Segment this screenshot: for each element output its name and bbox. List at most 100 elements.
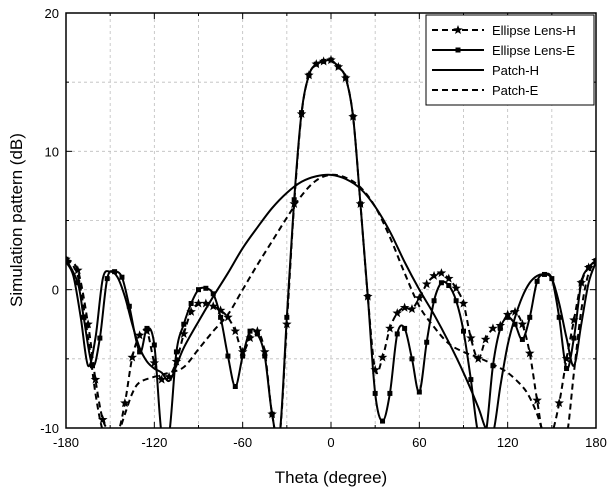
data-point (210, 291, 216, 297)
data-point (321, 58, 327, 64)
data-point (556, 314, 562, 320)
data-point (291, 197, 297, 203)
data-point (134, 330, 145, 340)
data-point (510, 306, 520, 316)
legend-marker (453, 25, 463, 35)
data-point (151, 342, 157, 348)
data-point (394, 331, 400, 337)
data-point (269, 411, 275, 417)
data-point (490, 363, 496, 369)
data-point (505, 314, 511, 320)
series-layer (66, 55, 596, 428)
data-point (365, 294, 371, 300)
series-ellipse-lens-e (66, 57, 596, 428)
legend-label: Ellipse Lens-E (492, 43, 575, 58)
y-tick-label: 0 (52, 283, 59, 298)
data-point (126, 303, 132, 309)
data-point (112, 269, 118, 275)
data-point (90, 374, 101, 384)
data-point (495, 320, 506, 330)
data-point (402, 325, 408, 331)
data-point (225, 353, 231, 359)
data-point (179, 328, 189, 338)
data-point (299, 110, 305, 116)
data-point (127, 352, 138, 362)
data-point (223, 312, 233, 322)
data-point (335, 64, 341, 70)
legend-item: Patch-E (432, 83, 539, 98)
data-point (519, 336, 525, 342)
series-patch-h (66, 173, 596, 428)
data-point (578, 280, 584, 286)
x-tick-label: -180 (53, 435, 79, 450)
data-point (446, 283, 452, 289)
x-tick-label: 60 (412, 435, 426, 450)
data-point (372, 390, 378, 396)
legend-label: Patch-E (492, 83, 539, 98)
data-point (524, 348, 535, 358)
data-point (569, 315, 579, 325)
data-point (357, 201, 363, 207)
legend-item: Patch-H (432, 63, 539, 78)
data-point (466, 333, 476, 343)
data-point (120, 398, 130, 408)
legend-marker (455, 47, 461, 53)
data-point (461, 328, 466, 334)
data-point (451, 283, 461, 293)
data-point (73, 265, 83, 275)
data-point (409, 356, 415, 362)
data-point (245, 333, 255, 343)
x-tick-label: 0 (327, 435, 334, 450)
legend-label: Ellipse Lens-H (492, 23, 576, 38)
data-point (564, 366, 570, 372)
data-point (436, 268, 447, 278)
data-point (370, 364, 380, 374)
data-point (193, 298, 204, 308)
data-point (83, 319, 93, 329)
data-point (215, 305, 226, 315)
data-point (262, 353, 268, 359)
data-point (137, 349, 143, 355)
data-point (343, 75, 349, 81)
data-point (144, 325, 150, 331)
data-point (377, 352, 388, 362)
x-tick-label: 180 (585, 435, 607, 450)
data-point (313, 61, 319, 67)
y-tick-label: 20 (45, 6, 59, 21)
data-point (453, 298, 459, 304)
legend-item: Ellipse Lens-H (432, 23, 576, 38)
tick-labels: -180 -120 -60 0 60 120 180 -10 0 10 20 (40, 6, 607, 450)
x-axis-title: Theta (degree) (275, 468, 387, 487)
y-axis-title: Simulation pattern (dB) (7, 133, 26, 307)
data-point (480, 334, 491, 344)
data-point (497, 325, 503, 331)
data-point (392, 308, 403, 318)
data-point (218, 314, 224, 320)
data-point (532, 395, 542, 405)
data-point (247, 328, 253, 334)
data-point (149, 357, 160, 368)
x-tick-label: 120 (497, 435, 519, 450)
data-point (284, 314, 290, 320)
data-point (203, 285, 209, 291)
data-point (350, 114, 356, 120)
data-point (156, 374, 167, 384)
data-point (468, 377, 474, 383)
legend-label: Patch-H (492, 63, 539, 78)
data-point (586, 265, 592, 271)
data-point (488, 323, 498, 333)
data-point (232, 384, 238, 389)
data-point (252, 326, 263, 336)
data-point (438, 280, 444, 286)
data-point (502, 309, 513, 319)
data-point (306, 72, 312, 78)
data-point (387, 390, 393, 396)
ticks (65, 12, 597, 429)
data-point (561, 353, 572, 363)
data-point (571, 335, 577, 341)
data-point (416, 389, 422, 395)
data-point (201, 298, 211, 308)
data-point (98, 414, 108, 424)
data-point (458, 298, 469, 308)
